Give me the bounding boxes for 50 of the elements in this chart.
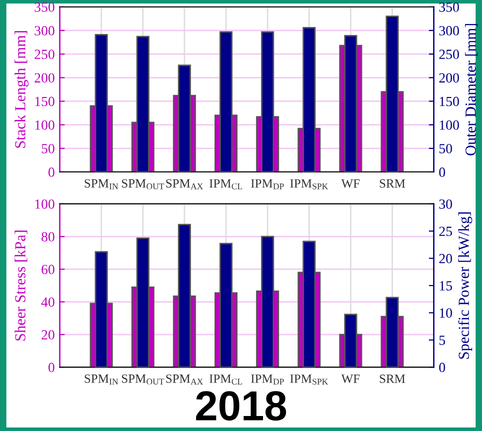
y-tick-label: 0: [48, 168, 54, 177]
y2-tick-label: 15: [440, 281, 452, 290]
y-tick-label: 200: [34, 73, 54, 83]
y2-tick-label: 250: [439, 50, 459, 60]
y2-tick-label: 300: [439, 26, 459, 36]
x-tick-label: SPM$_{AX}$: [166, 179, 203, 190]
y-axis-title: Sheer Stress [kPa]: [14, 230, 28, 341]
y-tick-label: 100: [35, 120, 54, 130]
y2-tick-label: 100: [440, 120, 459, 130]
x-tick-label: SPM$_{IN}$: [84, 374, 118, 384]
x-tick-label: SPM$_{OUT}$: [122, 374, 164, 385]
y2-tick-label: 25: [439, 226, 452, 236]
x-tick-label: SPM$_{AX}$: [166, 374, 203, 384]
y2-tick-label: 20: [439, 254, 452, 264]
y2-axis-title: Outer Diameter [mm]: [465, 24, 478, 156]
x-tick-label: IPM$_{DP}$: [251, 374, 284, 385]
y-tick-label: 100: [35, 199, 54, 209]
y2-axis-title: Specific Power [kW/kg]: [458, 212, 472, 359]
y-axis-title: Stack Length [mm]: [14, 31, 29, 148]
x-tick-label: IPM$_{SPK}$: [290, 374, 328, 385]
y-tick-label: 50: [42, 144, 54, 154]
y-tick-label: 150: [35, 96, 54, 106]
y-tick-label: 40: [41, 297, 54, 307]
y2-tick-label: 0: [439, 168, 446, 177]
y2-tick-label: 50: [439, 144, 452, 154]
y-tick-label: 250: [34, 50, 54, 60]
y-tick-label: 20: [42, 330, 54, 340]
y-tick-label: 300: [34, 26, 54, 36]
x-tick-label: IPM$_{DP}$: [251, 179, 284, 190]
y2-tick-label: 30: [439, 199, 452, 209]
x-tick-label: WF: [341, 179, 360, 188]
y-tick-label: 350: [34, 2, 54, 12]
x-tick-label: WF: [341, 374, 360, 384]
x-tick-label: IPM$_{CL}$: [210, 179, 242, 190]
y2-tick-label: 0: [439, 362, 446, 372]
x-tick-label: SRM: [380, 374, 406, 383]
y2-tick-label: 5: [439, 336, 446, 345]
y2-tick-label: 350: [439, 2, 459, 12]
x-tick-label: SPM$_{IN}$: [84, 179, 118, 190]
x-tick-label: IPM$_{CL}$: [210, 374, 242, 385]
y-tick-label: 80: [42, 232, 54, 242]
y2-tick-label: 150: [440, 96, 459, 106]
x-tick-label: SPM$_{OUT}$: [122, 179, 164, 190]
text: 2018: [196, 391, 286, 421]
y-tick-label: 60: [42, 264, 54, 274]
y2-tick-label: 200: [439, 73, 459, 83]
x-tick-label: IPM$_{SPK}$: [290, 179, 328, 190]
y2-tick-label: 10: [440, 308, 452, 318]
x-tick-label: SRM: [380, 179, 406, 188]
y-tick-label: 0: [48, 362, 54, 372]
